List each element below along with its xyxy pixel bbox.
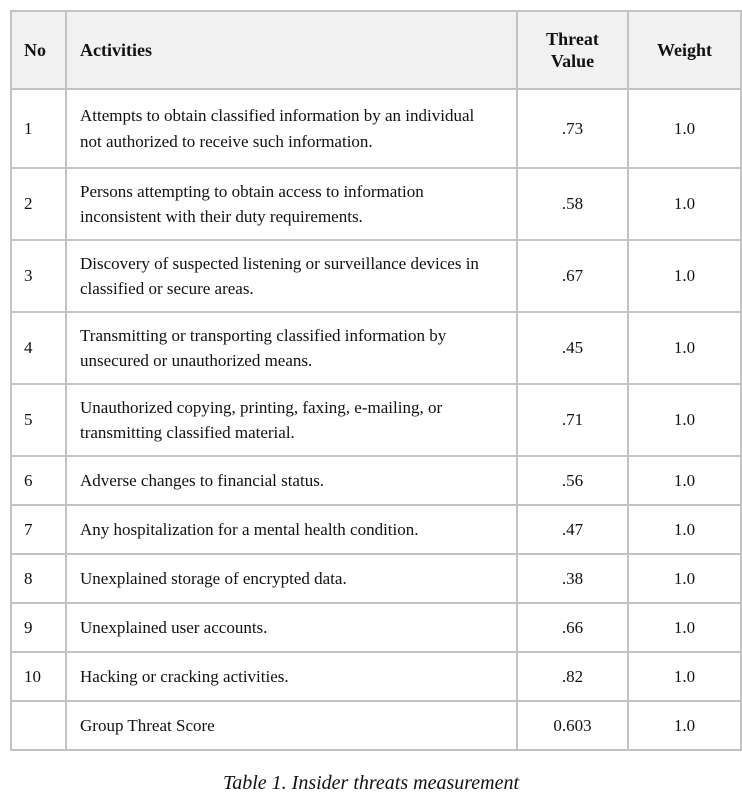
row-number: 3	[10, 239, 67, 313]
activity-text: Persons attempting to obtain access to i…	[65, 167, 518, 241]
activity-text: Adverse changes to financial status.	[65, 455, 518, 506]
threat-value: .56	[516, 455, 629, 506]
row-number: 6	[10, 455, 67, 506]
table-row: 8 Unexplained storage of encrypted data.…	[10, 553, 742, 604]
weight-value: 1.0	[627, 651, 742, 702]
threat-value: .71	[516, 383, 629, 457]
insider-threats-table: No Activities Threat Value Weight 1 Atte…	[10, 10, 742, 751]
row-number: 1	[10, 88, 67, 169]
threat-value: .73	[516, 88, 629, 169]
column-header-activities: Activities	[65, 10, 518, 90]
row-number: 5	[10, 383, 67, 457]
row-number: 9	[10, 602, 67, 653]
table-caption: Table 1. Insider threats measurement	[222, 772, 520, 794]
activity-text: Unauthorized copying, printing, faxing, …	[65, 383, 518, 457]
activity-text: Discovery of suspected listening or surv…	[65, 239, 518, 313]
row-number: 2	[10, 167, 67, 241]
group-threat-score-value: 0.603	[516, 700, 629, 751]
table-row: 2 Persons attempting to obtain access to…	[10, 167, 742, 241]
activity-text: Any hospitalization for a mental health …	[65, 504, 518, 555]
row-number	[10, 700, 67, 751]
table-row: 1 Attempts to obtain classified informat…	[10, 88, 742, 169]
column-header-threat-value: Threat Value	[516, 10, 629, 90]
activity-text: Unexplained user accounts.	[65, 602, 518, 653]
activity-text: Attempts to obtain classified informatio…	[65, 88, 518, 169]
column-header-weight: Weight	[627, 10, 742, 90]
weight-value: 1.0	[627, 311, 742, 385]
weight-value: 1.0	[627, 88, 742, 169]
threat-value: .82	[516, 651, 629, 702]
table-header-row: No Activities Threat Value Weight	[10, 10, 742, 90]
threat-value: .47	[516, 504, 629, 555]
activity-text: Unexplained storage of encrypted data.	[65, 553, 518, 604]
row-number: 4	[10, 311, 67, 385]
weight-value: 1.0	[627, 504, 742, 555]
activity-text: Transmitting or transporting classified …	[65, 311, 518, 385]
weight-value: 1.0	[627, 167, 742, 241]
row-number: 8	[10, 553, 67, 604]
table-row: 6 Adverse changes to financial status. .…	[10, 455, 742, 506]
table-row: 10 Hacking or cracking activities. .82 1…	[10, 651, 742, 702]
threat-value: .38	[516, 553, 629, 604]
threat-value: .45	[516, 311, 629, 385]
weight-value: 1.0	[627, 239, 742, 313]
threat-value: .67	[516, 239, 629, 313]
weight-value: 1.0	[627, 553, 742, 604]
threat-value: .66	[516, 602, 629, 653]
table-row: 4 Transmitting or transporting classifie…	[10, 311, 742, 385]
table-row-group-score: Group Threat Score 0.603 1.0	[10, 700, 742, 751]
weight-value: 1.0	[627, 700, 742, 751]
table-row: 5 Unauthorized copying, printing, faxing…	[10, 383, 742, 457]
table-row: 7 Any hospitalization for a mental healt…	[10, 504, 742, 555]
weight-value: 1.0	[627, 602, 742, 653]
group-threat-score-label: Group Threat Score	[65, 700, 518, 751]
row-number: 7	[10, 504, 67, 555]
table-row: 3 Discovery of suspected listening or su…	[10, 239, 742, 313]
row-number: 10	[10, 651, 67, 702]
threat-value: .58	[516, 167, 629, 241]
column-header-no: No	[10, 10, 67, 90]
weight-value: 1.0	[627, 455, 742, 506]
weight-value: 1.0	[627, 383, 742, 457]
activity-text: Hacking or cracking activities.	[65, 651, 518, 702]
table-row: 9 Unexplained user accounts. .66 1.0	[10, 602, 742, 653]
